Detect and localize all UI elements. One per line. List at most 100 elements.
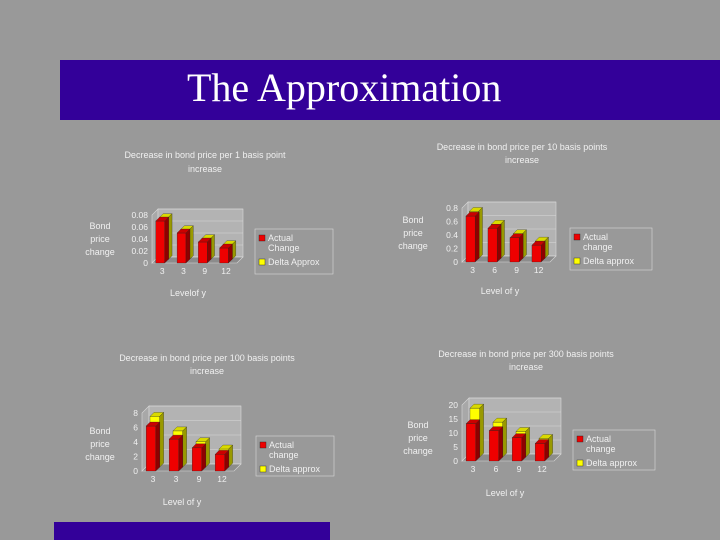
y-axis-label: change: [85, 452, 115, 462]
bar-actual-change: [219, 243, 233, 264]
bar-actual-change: [465, 419, 481, 462]
bar-side: [544, 439, 549, 462]
chart-2: Decrease in bond price per 10 basis poin…: [398, 142, 653, 296]
bar-side: [207, 237, 212, 264]
chart-title: Decrease in bond price per 10 basis poin…: [437, 142, 608, 152]
bar-face: [198, 241, 208, 264]
bar-actual-change: [145, 421, 161, 472]
bar-face: [534, 443, 545, 462]
y-axis-label: change: [403, 446, 433, 456]
x-tick-label: 3: [160, 266, 165, 276]
bar-face: [465, 215, 476, 263]
bar-face: [488, 430, 499, 462]
legend-label-delta: Delta approx: [583, 256, 635, 266]
bar-side: [159, 412, 164, 468]
y-tick-label: 15: [449, 414, 459, 424]
legend-swatch-delta: [576, 459, 584, 467]
bar-actual-change: [511, 433, 527, 462]
legend-label-actual: Actual: [583, 232, 608, 242]
legend-label-actual: Actual: [269, 440, 294, 450]
bar-face: [531, 244, 542, 263]
legend-label-actual: Actual: [268, 233, 293, 243]
legend-label-delta: Delta approx: [586, 458, 638, 468]
y-tick-label: 20: [449, 400, 459, 410]
y-tick-label: 0.4: [446, 230, 458, 240]
legend-box: [254, 228, 334, 275]
x-tick-label: 3: [151, 474, 156, 484]
y-tick-label: 0: [453, 456, 458, 466]
x-axis-label: Level of y: [486, 488, 525, 498]
y-axis-label: Bond: [402, 215, 423, 225]
chart-title: Decrease in bond price per 300 basis poi…: [438, 349, 614, 359]
legend-label-actual: Change: [268, 243, 300, 253]
slide-title: The Approximation: [187, 65, 502, 110]
chart-title: Decrease in bond price per 100 basis poi…: [119, 353, 295, 363]
y-axis-label: change: [398, 241, 428, 251]
bar-side: [182, 426, 187, 468]
y-tick-label: 0.04: [131, 234, 148, 244]
x-tick-label: 3: [181, 266, 186, 276]
y-axis-label: change: [85, 247, 115, 257]
bar-side: [498, 426, 503, 462]
chart-4: Decrease in bond price per 300 basis poi…: [403, 349, 656, 498]
x-tick-label: 3: [470, 265, 475, 275]
bar-face: [509, 237, 520, 263]
legend-box: [255, 435, 335, 477]
bar-side: [178, 434, 183, 472]
bar-actual-change: [214, 449, 230, 472]
y-tick-label: 0.08: [131, 210, 148, 220]
y-axis-label: price: [403, 228, 423, 238]
y-tick-label: 5: [453, 442, 458, 452]
bar-face: [155, 220, 165, 264]
chart-title: increase: [509, 362, 543, 372]
y-tick-label: 8: [133, 408, 138, 418]
chart-title: increase: [190, 366, 224, 376]
y-tick-label: 6: [133, 423, 138, 433]
y-tick-label: 0.02: [131, 246, 148, 256]
bar-side: [502, 417, 507, 458]
bar-side: [185, 228, 191, 264]
x-tick-label: 9: [517, 464, 522, 474]
legend-label-actual: change: [583, 242, 613, 252]
x-tick-label: 12: [537, 464, 547, 474]
y-axis-label: price: [90, 234, 110, 244]
bar-side: [205, 437, 210, 468]
legend-label-delta: Delta approx: [269, 464, 321, 474]
y-tick-label: 0.8: [446, 203, 458, 213]
bar-actual-change: [487, 223, 502, 263]
bar-actual-change: [191, 443, 207, 472]
bar-side: [228, 444, 233, 468]
chart-1: Decrease in bond price per 1 basis point…: [85, 150, 334, 298]
bar-face: [511, 437, 522, 462]
bar-side: [525, 427, 530, 458]
bar-actual-change: [509, 233, 524, 263]
bar-actual-change: [197, 237, 212, 264]
x-axis-label: Level of y: [481, 286, 520, 296]
legend-swatch-actual: [576, 435, 584, 443]
x-tick-label: 3: [471, 464, 476, 474]
y-axis-label: price: [90, 439, 110, 449]
legend-label-delta: Delta Approx: [268, 257, 320, 267]
x-tick-label: 9: [202, 266, 207, 276]
legend-swatch-actual: [259, 441, 267, 449]
y-tick-label: 0: [133, 466, 138, 476]
bar-side: [475, 211, 480, 263]
bar-face: [191, 447, 202, 472]
chart-3: Decrease in bond price per 100 basis poi…: [85, 353, 335, 507]
y-tick-label: 0.06: [131, 222, 148, 232]
x-tick-label: 6: [494, 464, 499, 474]
bar-actual-change: [531, 240, 546, 263]
bar-face: [465, 423, 476, 462]
bar-side: [479, 403, 484, 458]
bar-actual-change: [488, 426, 504, 462]
x-axis-label: Levelof y: [170, 288, 207, 298]
x-tick-label: 3: [174, 474, 179, 484]
chart-title: increase: [505, 155, 539, 165]
bar-actual-change: [176, 228, 191, 264]
x-tick-label: 12: [221, 266, 231, 276]
y-axis-label: price: [408, 433, 428, 443]
bar-side: [519, 233, 524, 263]
bar-face: [214, 454, 225, 472]
bar-face: [219, 247, 229, 264]
